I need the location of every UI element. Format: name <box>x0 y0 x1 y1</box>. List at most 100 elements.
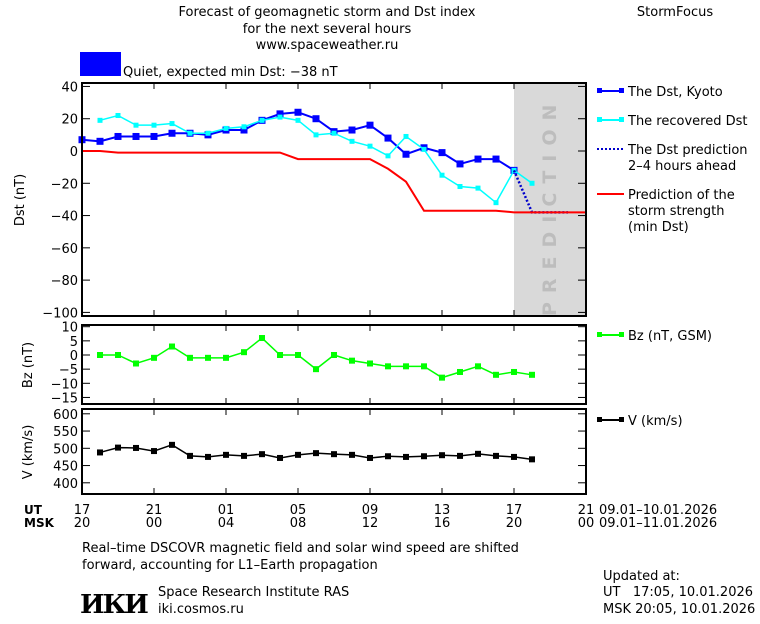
y-tick-label: −5 <box>59 363 78 378</box>
bz-data-point <box>367 360 373 367</box>
bz-data-point <box>97 352 103 358</box>
recovered-data-point <box>475 185 481 191</box>
strength-series-line <box>82 150 586 214</box>
legend-marker <box>619 332 624 337</box>
v-data-point <box>349 451 355 458</box>
recovered-data-point <box>439 172 445 178</box>
dst-data-point <box>168 129 176 137</box>
y-tick-label: 600 <box>53 408 78 423</box>
msk-label: MSK <box>24 516 55 530</box>
bz-data-point <box>151 354 157 361</box>
v-data-point <box>529 456 535 463</box>
recovered-data-point <box>115 112 121 118</box>
bz-data-point <box>223 354 229 361</box>
y-tick-label: 400 <box>53 477 78 492</box>
v-data-point <box>277 454 283 461</box>
y-tick-label: 20 <box>61 113 78 128</box>
v-data-point <box>169 441 175 448</box>
v-panel <box>81 408 587 495</box>
bz-data-point <box>241 349 247 356</box>
legend-label-dst: The Dst, Kyoto <box>627 85 723 100</box>
msk-tick-label: 04 <box>218 516 235 531</box>
bz-data-point <box>313 366 319 373</box>
dst-data-point <box>150 132 158 140</box>
bz-data-point <box>475 363 481 370</box>
iki-logo: ИКИ <box>80 590 150 620</box>
ut-tick-label: 17 <box>74 503 91 518</box>
legend-label-prediction_line: 2–4 hours ahead <box>628 159 736 174</box>
v-data-point <box>133 444 139 451</box>
v-data-point <box>313 450 319 457</box>
ut-tick-label: 21 <box>578 503 595 518</box>
legend-marker <box>619 88 624 93</box>
status-label: Quiet, expected min Dst: −38 nT <box>123 65 338 80</box>
recovered-data-point <box>421 146 427 152</box>
bz-data-point <box>277 352 283 358</box>
y-tick-label: 40 <box>61 80 78 95</box>
bz-panel <box>81 324 587 405</box>
ut-tick-label: 09 <box>362 503 379 518</box>
bz-data-point <box>421 363 427 370</box>
v-data-point <box>97 449 103 456</box>
v-data-point <box>223 451 229 458</box>
title-line-2: for the next several hours <box>243 22 412 37</box>
dst-axis-label: Dst (nT) <box>13 174 28 226</box>
bz-data-point <box>349 357 355 364</box>
recovered-data-point <box>277 114 283 120</box>
dst-data-point <box>276 110 284 118</box>
v-data-point <box>385 453 391 460</box>
bz-data-point <box>511 368 517 375</box>
recovered-data-point <box>493 200 499 206</box>
msk-tick-label: 08 <box>290 516 307 531</box>
recovered-data-point <box>385 153 391 159</box>
legend-marker <box>597 332 602 337</box>
institute-site[interactable]: iki.cosmos.ru <box>158 602 244 617</box>
bz-data-point <box>529 371 535 378</box>
bz-data-point <box>331 352 337 358</box>
footer-note-line-1: Real–time DSCOVR magnetic field and sola… <box>82 541 519 556</box>
v-data-point <box>205 453 211 460</box>
msk-tick-label: 00 <box>146 516 163 531</box>
svg-text:ИКИ: ИКИ <box>80 590 148 620</box>
y-tick-label: −80 <box>51 274 78 289</box>
dst-data-point <box>402 150 410 158</box>
dst-data-point <box>456 160 464 168</box>
y-tick-label: −10 <box>51 377 78 392</box>
bz-data-point <box>439 374 445 381</box>
v-data-point <box>151 448 157 455</box>
msk-tick-label: 12 <box>362 516 379 531</box>
msk-tick-label: 00 <box>578 516 595 531</box>
bz-axis-label: Bz (nT) <box>21 342 36 388</box>
recovered-data-point <box>151 122 157 128</box>
updated-msk: MSK 20:05, 10.01.2026 <box>603 602 755 617</box>
title-line-1: Forecast of geomagnetic storm and Dst in… <box>178 5 475 20</box>
dst-panel <box>81 82 587 317</box>
y-tick-label: 0 <box>70 349 78 364</box>
recovered-data-point <box>205 130 211 136</box>
msk-tick-label: 16 <box>434 516 451 531</box>
y-tick-label: 10 <box>61 321 78 336</box>
legend-label-strength: Prediction of the <box>628 188 735 203</box>
bz-data-point <box>295 352 301 358</box>
bz-data-point <box>403 363 409 370</box>
ut-tick-label: 05 <box>290 503 307 518</box>
v-data-point <box>331 451 337 458</box>
legend-label-v: V (km/s) <box>628 414 683 429</box>
title-url[interactable]: www.spaceweather.ru <box>256 38 399 53</box>
recovered-data-point <box>349 138 355 144</box>
v-data-point <box>115 444 121 451</box>
v-data-point <box>511 453 517 460</box>
ut-tick-label: 01 <box>218 503 235 518</box>
v-data-point <box>493 452 499 459</box>
y-tick-label: 550 <box>53 425 78 440</box>
v-data-point <box>439 452 445 459</box>
msk-tick-label: 20 <box>74 516 91 531</box>
ut-tick-label: 17 <box>506 503 523 518</box>
prediction-zone-label: PREDICTION <box>539 96 561 316</box>
dst-data-point <box>132 132 140 140</box>
recovered-data-point <box>223 125 229 131</box>
recovered-data-point <box>457 184 463 190</box>
y-tick-label: 450 <box>53 460 78 475</box>
y-tick-label: −100 <box>42 306 78 321</box>
legend-marker <box>597 417 602 422</box>
